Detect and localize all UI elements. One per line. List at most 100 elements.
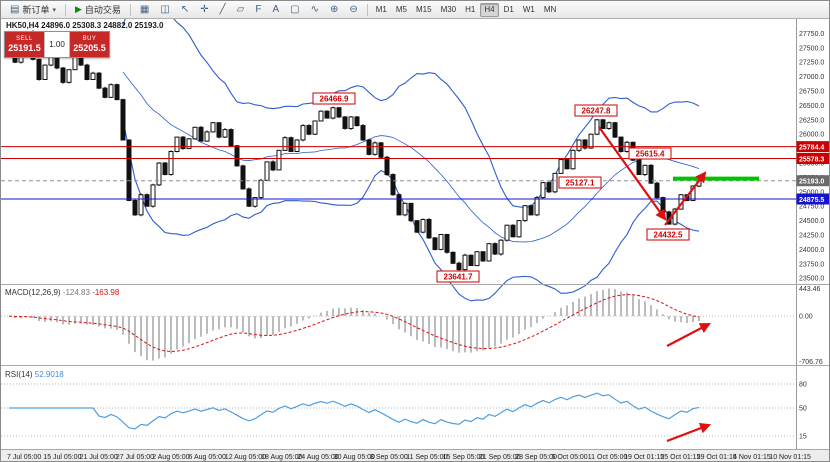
new-order-label: 新订单 — [22, 5, 50, 15]
svg-text:443.46: 443.46 — [799, 286, 821, 293]
cursor-button[interactable]: ↖ — [176, 2, 194, 17]
svg-text:30 Aug 05:00: 30 Aug 05:00 — [334, 454, 375, 461]
svg-text:25578.3: 25578.3 — [799, 157, 824, 164]
svg-text:21 Jul 05:00: 21 Jul 05:00 — [80, 454, 118, 461]
chart-objects[interactable]: 26466.9 26247.8 25615.4 25127.1 24432.5 23641… — [1, 92, 796, 283]
indicators-button[interactable]: ∿ — [306, 2, 324, 17]
svg-text:25 Oct 01:15: 25 Oct 01:15 — [660, 454, 700, 461]
tile-windows-icon: ◫ — [160, 3, 170, 15]
svg-text:24 Aug 05:00: 24 Aug 05:00 — [297, 454, 338, 461]
rsi-indicator-label: RSI(14) 52.9018 — [5, 370, 64, 379]
zoom-in-button[interactable]: ⊕ — [325, 2, 343, 17]
play-icon: ▶ — [74, 4, 82, 14]
macd-main-value: -124.83 — [62, 288, 90, 297]
svg-text:29 Oct 01:15: 29 Oct 01:15 — [697, 454, 737, 461]
toolbar-separator — [129, 3, 131, 16]
svg-text:27500.0: 27500.0 — [799, 45, 824, 52]
timeframe-h4-button[interactable]: H4 — [480, 2, 499, 17]
symbol-ohlc-info: HK50,H4 24896.0 25308.3 24882.0 25193.0 — [6, 21, 164, 30]
tile-windows-button[interactable]: ◫ — [155, 2, 174, 17]
charts-grid-button[interactable]: ▦ — [135, 2, 154, 17]
svg-text:0.00: 0.00 — [799, 314, 813, 321]
svg-text:12 Aug 05:00: 12 Aug 05:00 — [225, 454, 266, 461]
rsi-name: RSI(14) — [5, 370, 33, 379]
price-axis[interactable]: 27750.0 27500.0 27250.0 27000.0 26750.0 26500… — [796, 19, 830, 450]
timeframe-m5-button[interactable]: M5 — [395, 5, 407, 14]
timeframe-m1-button[interactable]: M1 — [375, 5, 387, 14]
trendline-icon: ╱ — [219, 3, 226, 15]
fibonacci-button[interactable]: F — [250, 2, 266, 17]
svg-text:4 Nov 01:15: 4 Nov 01:15 — [733, 454, 771, 461]
auto-trading-label: 自动交易 — [84, 5, 121, 15]
axis-price-marker — [796, 175, 829, 187]
price-annotation-text: 23641.7 — [444, 273, 473, 282]
rsi-value: 52.9018 — [34, 370, 64, 379]
price-annotation-text: 26466.9 — [320, 95, 349, 104]
toolbar-separator — [366, 3, 368, 16]
svg-text:26000.0: 26000.0 — [799, 132, 824, 139]
svg-text:15: 15 — [799, 434, 807, 441]
buy-button[interactable]: BUY 25205.5 — [70, 32, 109, 57]
svg-text:11 Sep 05:00: 11 Sep 05:00 — [406, 454, 447, 461]
zoom-in-icon: ⊕ — [329, 3, 339, 15]
svg-text:25784.4: 25784.4 — [799, 145, 824, 152]
svg-text:26750.0: 26750.0 — [799, 89, 824, 96]
svg-text:24250.0: 24250.0 — [799, 233, 824, 240]
timeframe-mn-button[interactable]: MN — [543, 5, 557, 14]
trend-arrow — [664, 171, 707, 226]
svg-text:21 Sep 05:00: 21 Sep 05:00 — [479, 454, 521, 461]
macd-indicator-label: MACD(12,26,9) -124.83 -163.98 — [5, 288, 119, 297]
svg-text:23750.0: 23750.0 — [799, 261, 824, 268]
svg-text:26250.0: 26250.0 — [799, 117, 824, 124]
svg-text:-706.76: -706.76 — [799, 359, 823, 366]
axis-price-marker — [796, 193, 829, 205]
bollinger-bands — [122, 1, 700, 302]
macd-signal-value: -163.98 — [92, 288, 120, 297]
buy-label: BUY — [82, 36, 97, 42]
timeframe-m15-button[interactable]: M15 — [416, 5, 432, 14]
price-annotation-box — [574, 104, 618, 117]
cursor-icon: ↖ — [180, 3, 190, 15]
svg-text:3 Sep 05:00: 3 Sep 05:00 — [370, 454, 408, 461]
timeframe-d1-button[interactable]: D1 — [503, 5, 514, 14]
new-order-icon: ▤ — [10, 3, 20, 15]
price-annotation-box — [312, 92, 356, 105]
sell-price: 25191.5 — [8, 43, 41, 53]
svg-text:80: 80 — [799, 382, 807, 389]
trendline-button[interactable]: ╱ — [215, 2, 231, 17]
price-annotation-text: 25127.1 — [566, 179, 595, 188]
toolbar: ▤ 新订单 ▾ ▶ 自动交易 ▦ ◫ ↖ ✛ ╱ ▱ F A ▢ ∿ ⊕ ⊖ M1 M5 M15 M30 H1… — [1, 1, 829, 19]
shapes-button[interactable]: ▢ — [285, 2, 304, 17]
timeframe-w1-button[interactable]: W1 — [522, 5, 535, 14]
svg-text:27250.0: 27250.0 — [799, 60, 824, 67]
svg-text:15 Sep 05:00: 15 Sep 05:00 — [443, 454, 485, 461]
crosshair-button[interactable]: ✛ — [195, 2, 213, 17]
channel-button[interactable]: ▱ — [232, 2, 250, 17]
lot-value: 1.00 — [49, 40, 65, 49]
charts-grid-icon: ▦ — [139, 3, 150, 15]
svg-text:2 Aug 05:00: 2 Aug 05:00 — [152, 454, 189, 461]
svg-text:23500.0: 23500.0 — [799, 276, 824, 283]
text-label-button[interactable]: A — [267, 2, 284, 17]
zoom-out-button[interactable]: ⊖ — [344, 2, 362, 17]
new-order-button[interactable]: ▤ 新订单 ▾ — [5, 2, 61, 17]
channel-icon: ▱ — [236, 3, 245, 15]
timeframe-h1-button[interactable]: H1 — [465, 5, 476, 14]
rsi-panel: 80 50 15 — [1, 382, 807, 443]
svg-text:50: 50 — [799, 406, 807, 413]
auto-trading-button[interactable]: ▶ 自动交易 — [70, 2, 126, 17]
timeframe-m30-button[interactable]: M30 — [440, 5, 457, 14]
price-annotation-box — [558, 176, 602, 189]
svg-text:5 Oct 05:00: 5 Oct 05:00 — [552, 454, 588, 461]
indicators-icon: ∿ — [310, 3, 319, 15]
lot-size-input[interactable]: 1.00 — [44, 32, 70, 57]
svg-text:27750.0: 27750.0 — [799, 31, 824, 38]
sell-label: SELL — [16, 36, 33, 42]
sell-button[interactable]: SELL 25191.5 — [5, 32, 44, 57]
buy-price: 25205.5 — [73, 43, 106, 53]
toolbar-separator — [64, 3, 66, 16]
svg-text:10 Nov 01:15: 10 Nov 01:15 — [769, 454, 811, 461]
crosshair-icon: ✛ — [200, 3, 209, 15]
